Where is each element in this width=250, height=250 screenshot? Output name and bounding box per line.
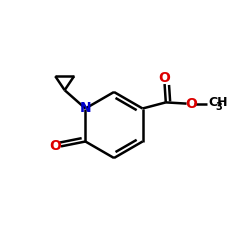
Text: N: N xyxy=(80,102,91,116)
Text: O: O xyxy=(159,71,170,85)
Text: O: O xyxy=(185,96,197,110)
Text: CH: CH xyxy=(208,96,228,110)
Text: 3: 3 xyxy=(215,102,222,112)
Text: O: O xyxy=(49,140,61,153)
